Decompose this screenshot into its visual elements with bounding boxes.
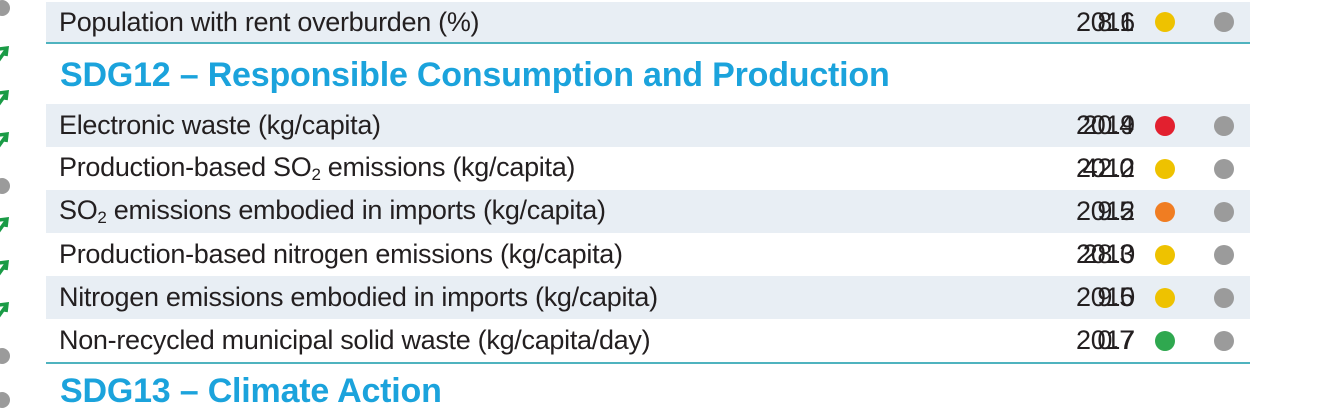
indicator-year: 2016: [1076, 6, 1135, 37]
arrow-up-icon: [0, 88, 10, 106]
indicator-year: 2010: [1076, 239, 1135, 269]
indicator-year: 2019: [1076, 110, 1135, 140]
section-heading-sdg13: SDG13 – Climate Action: [60, 372, 442, 410]
indicator-year: 2010: [1076, 282, 1135, 312]
indicator-name: Production-based nitrogen emissions (kg/…: [59, 239, 623, 269]
trend-dot-icon: [0, 178, 10, 194]
indicator-name: Electronic waste (kg/capita): [59, 110, 381, 140]
indicator-value: 9.5: [1097, 196, 1134, 226]
indicator-year: 2012: [1076, 153, 1135, 183]
table-row: Population with rent overburden (%) 8.1 …: [46, 2, 1250, 42]
trend-dot-icon: [1214, 330, 1234, 351]
indicator-value: 42.0: [1082, 153, 1135, 183]
arrow-up-icon: [0, 300, 10, 318]
arrow-up-icon: [0, 258, 10, 276]
indicator-name: Nitrogen emissions embodied in imports (…: [59, 282, 658, 312]
arrow-up-icon: [0, 130, 10, 148]
indicator-name: Production-based SO2 emissions (kg/capit…: [59, 152, 576, 184]
table-row: Electronic waste (kg/capita) 20.4 2019: [46, 104, 1250, 147]
table-row: Production-based nitrogen emissions (kg/…: [46, 233, 1250, 276]
indicator-name: Population with rent overburden (%): [59, 6, 480, 37]
rating-dot-icon: [1155, 330, 1175, 351]
rating-dot-icon: [1155, 201, 1175, 222]
trend-dot-icon: [1214, 158, 1234, 179]
indicator-value: 20.4: [1082, 110, 1135, 140]
trend-dot-icon: [0, 0, 10, 16]
sdg11-table: Population with rent overburden (%) 8.1 …: [46, 2, 1250, 42]
rating-dot-icon: [1155, 115, 1175, 136]
indicator-name: Non-recycled municipal solid waste (kg/c…: [59, 325, 651, 355]
trend-dot-icon: [1214, 287, 1234, 308]
indicator-year: 2017: [1076, 325, 1135, 355]
trend-dot-icon: [1214, 115, 1234, 136]
rating-dot-icon: [1155, 287, 1175, 308]
table-row: Non-recycled municipal solid waste (kg/c…: [46, 319, 1250, 362]
section-divider: [46, 362, 1250, 364]
section-heading-sdg12: SDG12 – Responsible Consumption and Prod…: [60, 56, 890, 94]
indicator-year: 2012: [1076, 196, 1135, 226]
indicator-value: 0.7: [1097, 325, 1134, 355]
sdg12-table: Electronic waste (kg/capita) 20.4 2019 P…: [46, 104, 1250, 362]
rating-dot-icon: [1155, 12, 1175, 32]
indicator-value: 28.3: [1082, 239, 1135, 269]
table-row: SO2 emissions embodied in imports (kg/ca…: [46, 190, 1250, 233]
left-trend-markers: [0, 0, 24, 416]
table-row: Nitrogen emissions embodied in imports (…: [46, 276, 1250, 319]
indicator-value: 8.1: [1097, 6, 1134, 37]
trend-dot-icon: [1214, 201, 1234, 222]
trend-dot-icon: [0, 348, 10, 364]
indicator-value: 9.5: [1097, 282, 1134, 312]
arrow-up-icon: [0, 215, 10, 233]
rating-dot-icon: [1155, 244, 1175, 265]
trend-dot-icon: [1214, 12, 1234, 32]
table-row: Production-based SO2 emissions (kg/capit…: [46, 147, 1250, 190]
trend-dot-icon: [1214, 244, 1234, 265]
trend-dot-icon: [0, 392, 10, 408]
rating-dot-icon: [1155, 158, 1175, 179]
section-divider: [46, 42, 1250, 44]
arrow-up-icon: [0, 44, 10, 62]
indicator-name: SO2 emissions embodied in imports (kg/ca…: [59, 195, 606, 227]
